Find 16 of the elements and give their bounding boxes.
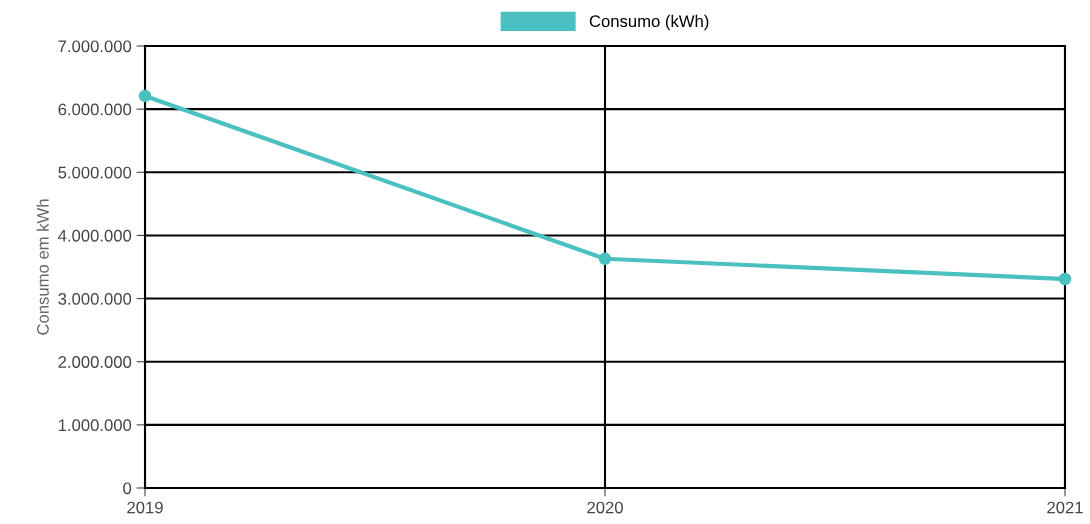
- point: [138, 89, 152, 103]
- y-tick-label: 3.000.000: [58, 292, 132, 305]
- y-axis-title: Consumo em kWh: [36, 199, 49, 335]
- x-tick-label: 2019: [127, 501, 163, 514]
- point: [1058, 272, 1072, 286]
- y-tick-label: 7.000.000: [58, 40, 132, 53]
- y-tick-label: 0: [123, 482, 132, 495]
- y-tick-label: 5.000.000: [58, 166, 132, 179]
- point: [598, 252, 612, 266]
- x-tick-label: 2021: [1047, 501, 1083, 514]
- x-tick-label: 2020: [587, 501, 623, 514]
- y-tick-label: 1.000.000: [58, 419, 132, 432]
- y-tick-label: 6.000.000: [58, 103, 132, 116]
- y-tick-label: 2.000.000: [58, 356, 132, 368]
- legend-label: Consumo (kWh): [589, 14, 709, 31]
- y-tick-label: 4.000.000: [58, 229, 132, 242]
